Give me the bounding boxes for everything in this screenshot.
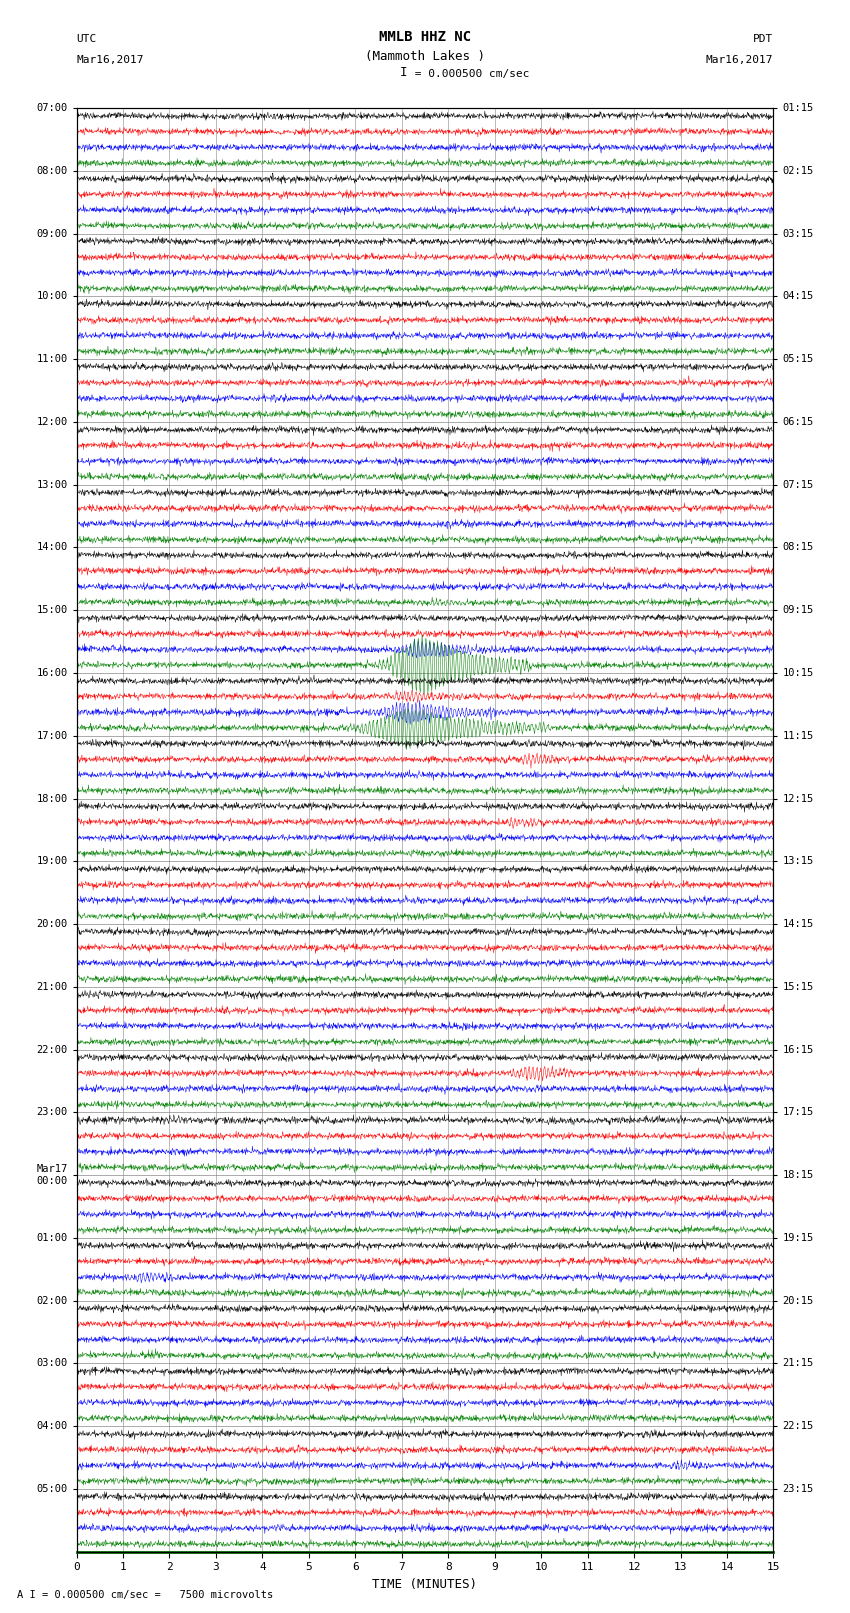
Text: UTC: UTC [76, 34, 97, 44]
Text: (Mammoth Lakes ): (Mammoth Lakes ) [365, 50, 485, 63]
Text: MMLB HHZ NC: MMLB HHZ NC [379, 29, 471, 44]
X-axis label: TIME (MINUTES): TIME (MINUTES) [372, 1578, 478, 1590]
Text: = 0.000500 cm/sec: = 0.000500 cm/sec [408, 69, 530, 79]
Text: A I = 0.000500 cm/sec =   7500 microvolts: A I = 0.000500 cm/sec = 7500 microvolts [17, 1590, 273, 1600]
Text: Mar16,2017: Mar16,2017 [76, 55, 144, 65]
Text: I: I [400, 66, 407, 79]
Text: Mar16,2017: Mar16,2017 [706, 55, 774, 65]
Text: PDT: PDT [753, 34, 774, 44]
